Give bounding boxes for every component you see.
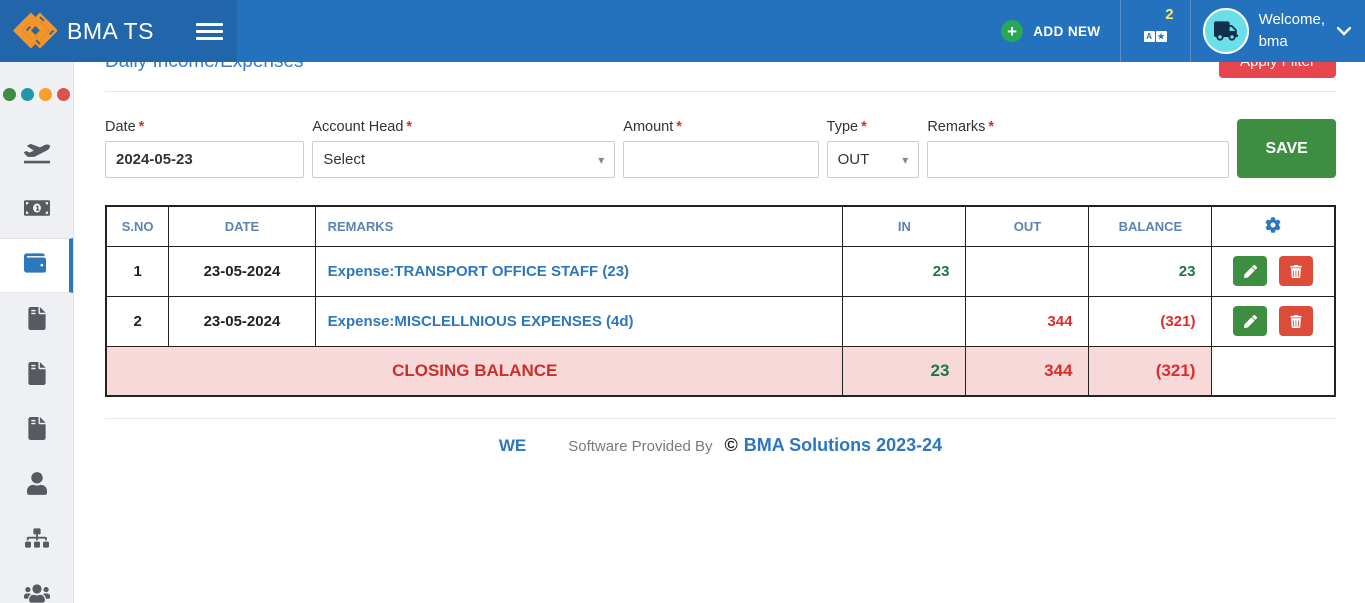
divider: [1189, 0, 1191, 62]
app-logo-icon: [13, 11, 57, 51]
dot-red: [57, 88, 70, 101]
money-bill-icon: [23, 197, 50, 224]
col-header-actions: [1211, 205, 1336, 247]
cell-out: [965, 245, 1090, 297]
caret-down-icon: ▾: [598, 152, 605, 167]
entry-form: Date* Account Head* Select ▾ Amount* Typ…: [105, 119, 1336, 178]
wallet-icon: [23, 252, 47, 279]
user-menu[interactable]: Welcome, bma: [1191, 0, 1365, 62]
sidebar-item-invoice-2[interactable]: [0, 348, 73, 403]
copyright-icon: ©: [724, 435, 738, 455]
sidebar-item-invoice-1[interactable]: [0, 293, 73, 348]
footer-company-link[interactable]: BMA Solutions 2023-24: [743, 435, 943, 455]
edit-button[interactable]: [1233, 256, 1268, 286]
date-label: Date *: [105, 119, 145, 135]
closing-balance: (321): [1088, 345, 1213, 397]
cell-remarks[interactable]: Expense:TRANSPORT OFFICE STAFF (23): [314, 245, 844, 297]
file-invoice-dollar-icon: [27, 306, 46, 335]
sidebar-item-invoice-3[interactable]: [0, 403, 73, 458]
main-content: Daily Income/Expenses Apply Filter Date*…: [74, 0, 1365, 456]
user-icon: [26, 471, 47, 500]
sitemap-icon: [24, 528, 49, 553]
amount-input[interactable]: [623, 141, 819, 178]
sidebar-item-sitemap[interactable]: [0, 513, 73, 568]
col-header-in: IN: [842, 205, 967, 247]
closing-out: 344: [965, 345, 1090, 397]
language-count-badge: 2: [1165, 6, 1174, 23]
gear-icon[interactable]: [1265, 217, 1281, 233]
status-dots: [0, 62, 73, 101]
type-label: Type *: [826, 119, 867, 135]
closing-in: 23: [842, 345, 967, 397]
closing-balance-label: CLOSING BALANCE: [105, 345, 844, 397]
hamburger-menu-icon[interactable]: [196, 15, 223, 48]
cell-balance: (321): [1088, 295, 1213, 347]
account-head-label: Account Head *: [312, 119, 413, 135]
add-new-label: ADD NEW: [1033, 23, 1101, 39]
top-navbar: BMA TS + ADD NEW 2 A ★ Welcome, bma: [0, 0, 1365, 62]
cell-sno: 2: [105, 295, 170, 347]
cell-actions: [1211, 245, 1336, 297]
sidebar-item-user[interactable]: [0, 458, 73, 513]
account-head-select[interactable]: Select ▾: [312, 141, 616, 178]
file-invoice-dollar-icon: [27, 361, 46, 390]
delete-button[interactable]: [1279, 306, 1314, 336]
table-row: 2 23-05-2024 Expense:MISCLELLNIOUS EXPEN…: [105, 295, 1336, 347]
avatar: [1202, 8, 1249, 54]
cell-balance: 23: [1088, 245, 1213, 297]
cell-in: 23: [842, 245, 967, 297]
brand-area: BMA TS: [0, 0, 237, 62]
language-switcher[interactable]: 2 A ★: [1121, 0, 1190, 62]
closing-balance-row: CLOSING BALANCE 23 344 (321): [105, 345, 1336, 397]
divider: [105, 91, 1336, 92]
divider: [1119, 0, 1121, 62]
divider: [105, 418, 1336, 419]
footer: WE Software Provided By © BMA Solutions …: [105, 435, 1336, 456]
sidebar: [0, 62, 74, 603]
cell-date: 23-05-2024: [168, 245, 316, 297]
cell-out: 344: [965, 295, 1090, 347]
sidebar-item-money[interactable]: [0, 183, 73, 238]
remarks-input[interactable]: [927, 141, 1230, 178]
footer-org: WE: [498, 436, 527, 455]
edit-button[interactable]: [1233, 306, 1268, 336]
cell-date: 23-05-2024: [168, 295, 316, 347]
plus-icon: +: [1001, 20, 1024, 42]
caret-down-icon: ▾: [902, 152, 909, 167]
add-new-button[interactable]: + ADD NEW: [982, 0, 1119, 62]
col-header-remarks: REMARKS: [314, 205, 844, 247]
translate-icon: A ★: [1143, 30, 1167, 42]
save-button[interactable]: SAVE: [1237, 119, 1336, 178]
chevron-down-icon: [1337, 26, 1351, 36]
col-header-out: OUT: [965, 205, 1090, 247]
file-invoice-dollar-icon: [27, 416, 46, 445]
welcome-text: Welcome, bma: [1258, 11, 1325, 50]
sidebar-item-users-settings[interactable]: [0, 568, 73, 603]
dot-orange: [39, 88, 52, 101]
dot-green: [3, 88, 16, 101]
sidebar-item-daily-income-expenses[interactable]: [0, 238, 73, 293]
remarks-label: Remarks *: [927, 119, 994, 135]
app-title: BMA TS: [67, 17, 154, 44]
transactions-table: S.NO DATE REMARKS IN OUT BALANCE 1 23-05…: [105, 205, 1336, 397]
cell-actions: [1211, 295, 1336, 347]
delete-button[interactable]: [1279, 256, 1314, 286]
cell-sno: 1: [105, 245, 170, 297]
table-row: 1 23-05-2024 Expense:TRANSPORT OFFICE ST…: [105, 245, 1336, 297]
date-input[interactable]: [105, 141, 305, 178]
col-header-balance: BALANCE: [1088, 205, 1213, 247]
sidebar-item-transport[interactable]: [0, 128, 73, 183]
col-header-sno: S.NO: [105, 205, 170, 247]
footer-provided-by: Software Provided By: [568, 438, 713, 455]
cell-in: [842, 295, 967, 347]
col-header-date: DATE: [168, 205, 316, 247]
closing-actions-empty: [1211, 345, 1336, 397]
cell-remarks[interactable]: Expense:MISCLELLNIOUS EXPENSES (4d): [314, 295, 844, 347]
type-select[interactable]: OUT ▾: [826, 141, 920, 178]
users-gear-icon: [23, 583, 50, 603]
dot-teal: [21, 88, 34, 101]
amount-label: Amount *: [623, 119, 682, 135]
plane-departure-icon: [23, 142, 50, 169]
